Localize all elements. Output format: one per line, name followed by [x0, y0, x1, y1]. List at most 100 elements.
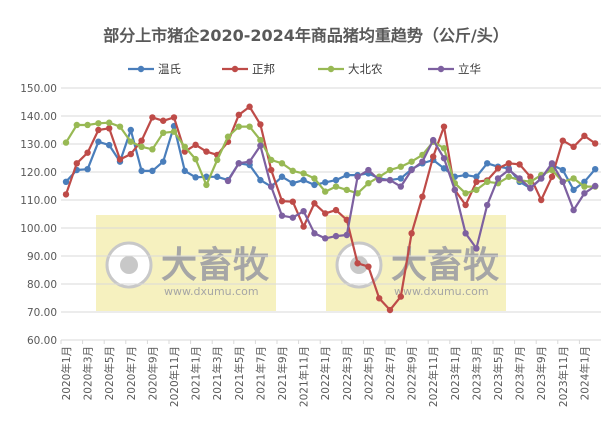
data-point [505, 173, 512, 180]
x-tick-label: 2022年5月 [362, 346, 375, 400]
data-point [343, 231, 350, 239]
data-point [462, 190, 469, 197]
data-point [214, 173, 221, 180]
data-point [73, 160, 81, 167]
data-point [149, 146, 156, 153]
data-point [289, 180, 296, 187]
watermark-logo-eye-icon [120, 256, 138, 274]
data-point [138, 167, 145, 175]
data-point [408, 158, 415, 165]
x-tick-label: 2020年9月 [146, 346, 159, 400]
data-point [62, 139, 70, 146]
data-point [548, 160, 556, 167]
data-point [257, 176, 264, 184]
data-point [322, 210, 329, 217]
data-point [343, 186, 350, 194]
data-point [170, 128, 178, 135]
data-point [300, 208, 307, 215]
legend-item: 温氏 [128, 62, 181, 76]
y-tick-label: 60.00 [27, 335, 57, 347]
data-point [386, 176, 394, 184]
series-3 [224, 136, 599, 252]
y-tick-label: 150.00 [20, 83, 57, 95]
data-point [257, 136, 264, 144]
data-point [322, 179, 329, 186]
data-point [300, 223, 307, 230]
data-point [289, 167, 296, 175]
data-point [235, 160, 242, 167]
data-point [592, 166, 599, 173]
data-point [95, 120, 102, 127]
data-point [570, 186, 577, 194]
data-point [538, 175, 545, 182]
x-tick-label: 2022年11月 [427, 346, 440, 407]
x-tick-label: 2021年1月 [190, 346, 203, 400]
legend-item: 立华 [428, 62, 481, 76]
data-point [192, 141, 199, 149]
data-point [300, 170, 307, 177]
data-point [376, 176, 383, 184]
data-point [527, 173, 534, 180]
legend-marker-icon [327, 65, 335, 73]
data-point [516, 175, 523, 182]
data-point [268, 183, 275, 190]
series-2 [62, 119, 599, 197]
data-point [473, 186, 480, 194]
data-point [527, 178, 534, 185]
x-tick-label: 2021年3月 [211, 346, 224, 400]
y-tick-label: 100.00 [20, 223, 57, 235]
legend: 温氏 正邦 大北农 立华 [128, 62, 481, 76]
data-point [311, 181, 318, 189]
data-point [278, 160, 286, 167]
y-tick-label: 70.00 [27, 307, 57, 319]
data-point [300, 176, 307, 184]
data-point [311, 230, 318, 237]
data-point [462, 171, 469, 179]
data-point [473, 245, 480, 252]
y-tick-label: 130.00 [20, 139, 57, 151]
data-point [494, 175, 502, 182]
data-point [311, 175, 318, 182]
data-point [462, 201, 469, 209]
data-point [570, 175, 577, 182]
data-point [462, 230, 469, 237]
data-point [484, 201, 491, 209]
data-point [408, 230, 415, 237]
data-point [559, 166, 566, 174]
data-point [192, 174, 199, 181]
data-point [527, 185, 534, 192]
data-point [181, 167, 188, 175]
data-point [473, 178, 480, 185]
x-tick-label: 2021年5月 [233, 346, 246, 400]
x-axis: 2020年1月 2020年3月 2020年5月 2020年7月 2020年9月 2020年… [60, 339, 601, 407]
data-point [246, 103, 253, 110]
x-tick-label: 2021年7月 [254, 346, 267, 400]
legend-item: 大北农 [318, 62, 383, 76]
data-point [332, 176, 340, 184]
data-point [430, 136, 437, 144]
data-point [138, 137, 145, 144]
data-point [62, 191, 70, 198]
data-point [278, 173, 286, 180]
data-point [138, 143, 145, 150]
y-tick-label: 140.00 [20, 111, 57, 123]
x-tick-label: 2020年1月 [60, 346, 73, 400]
legend-marker-icon [437, 65, 445, 73]
series-1 [62, 103, 599, 314]
x-tick-label: 2021年11月 [298, 346, 311, 407]
data-point [581, 132, 588, 140]
data-point [106, 119, 113, 126]
data-point [289, 214, 296, 221]
data-point [440, 145, 448, 152]
data-point [224, 177, 232, 185]
data-point [84, 166, 91, 173]
data-point [116, 156, 124, 163]
data-point [430, 153, 437, 160]
data-point [581, 178, 588, 185]
data-point [246, 158, 253, 165]
data-point [419, 193, 426, 200]
x-tick-label: 2023年11月 [557, 346, 570, 407]
data-point [473, 173, 480, 180]
watermark-url: www.dxumu.com [164, 285, 259, 298]
